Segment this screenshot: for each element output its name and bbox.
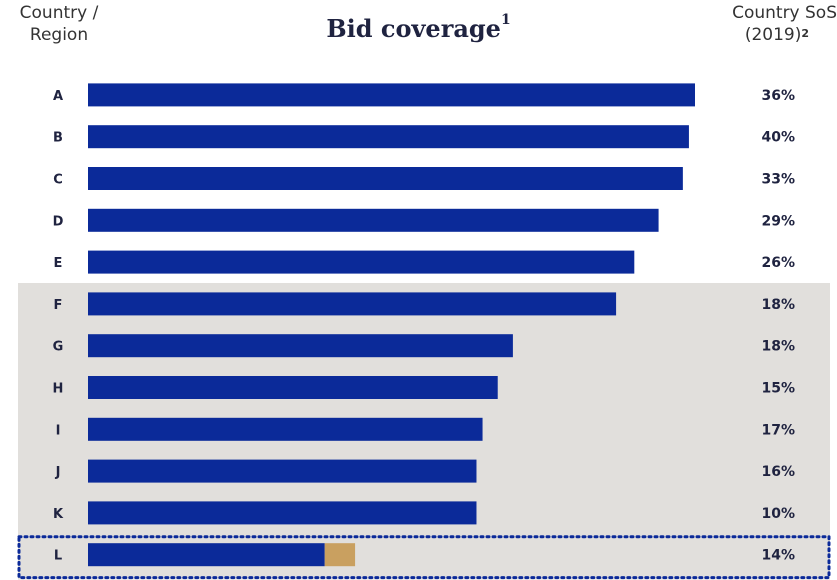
category-label: G (53, 340, 64, 355)
column-header-country-line1: Country / (19, 3, 99, 23)
category-label: E (54, 256, 63, 271)
column-header-country-line2: Region (29, 25, 89, 45)
column-header-sos: Country SoS (2019)2 (707, 2, 837, 46)
bar (88, 543, 325, 567)
country-sos-label: 16% (761, 464, 795, 480)
bar (88, 417, 483, 441)
column-header-country: Country / Region (0, 2, 118, 46)
bar-highlight-segment (324, 543, 356, 567)
column-header-sos-year: (2019) (744, 25, 802, 45)
category-label: D (53, 214, 64, 229)
category-label: J (55, 465, 61, 480)
bar (88, 376, 498, 399)
country-sos-label: 36% (761, 88, 795, 104)
country-sos-label: 17% (761, 422, 795, 438)
category-label: K (53, 507, 64, 522)
category-label: B (53, 131, 63, 146)
category-label: F (54, 298, 63, 313)
bar (88, 292, 617, 316)
country-sos-label: 14% (761, 548, 795, 564)
country-sos-label: 18% (761, 339, 795, 355)
highlight-frame (17, 535, 831, 580)
bar (88, 250, 635, 274)
bar (88, 501, 477, 525)
bar (88, 459, 477, 483)
country-sos-label: 10% (761, 506, 795, 522)
bar (88, 167, 683, 190)
country-sos-label: 29% (761, 213, 795, 229)
column-header-sos-footnote: 2 (801, 27, 809, 40)
category-label: L (54, 549, 62, 564)
country-sos-label: 26% (761, 255, 795, 271)
bar (88, 334, 513, 358)
country-sos-label: 33% (761, 172, 795, 188)
chart-title: Bid coverage1 (0, 12, 837, 43)
bar (88, 125, 689, 149)
country-sos-label: 15% (761, 381, 795, 397)
country-sos-label: 40% (761, 130, 795, 146)
category-label: I (56, 423, 61, 438)
chart-title-text: Bid coverage (326, 14, 501, 43)
country-sos-label: 18% (761, 297, 795, 313)
chart-title-footnote: 1 (500, 12, 511, 28)
category-label: C (53, 173, 63, 188)
category-label: H (53, 382, 64, 397)
category-label: A (53, 89, 63, 104)
bar (88, 83, 695, 107)
column-header-sos-line1: Country SoS (732, 3, 837, 23)
column-header-sos-line2: (2019)2 (707, 24, 837, 46)
bar (88, 208, 659, 232)
